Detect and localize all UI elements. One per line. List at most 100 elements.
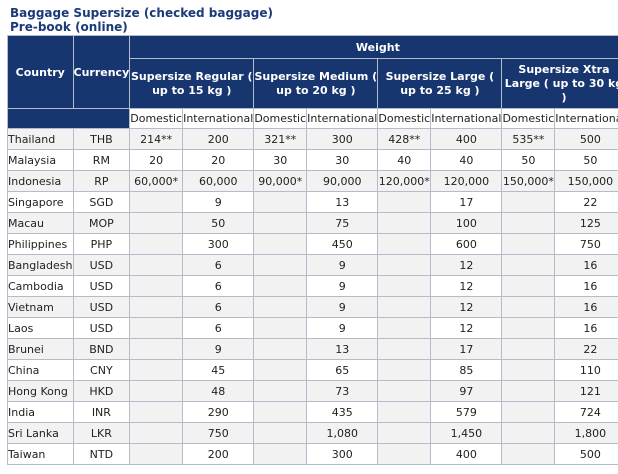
international-price-cell: 16 (554, 275, 618, 297)
international-price-cell: 12 (430, 275, 503, 297)
table-row: Hong Kong HKD 48 73 97 121 (7, 380, 618, 402)
header-domestic: Domestic (501, 108, 556, 129)
international-price-cell: 600 (430, 233, 503, 255)
domestic-price-cell (501, 380, 556, 402)
header-size-xtra-large: Supersize Xtra Large ( up to 30 kg ) (501, 58, 618, 109)
table-row: Vietnam USD 6 9 12 16 (7, 296, 618, 318)
domestic-price-cell (253, 338, 308, 360)
country-cell: Brunei (7, 338, 74, 360)
table-row: Cambodia USD 6 9 12 16 (7, 275, 618, 297)
domestic-price-cell: 150,000* (501, 170, 556, 192)
international-price-cell: 290 (182, 401, 255, 423)
domestic-price-cell (253, 422, 308, 444)
domestic-price-cell (253, 401, 308, 423)
header-domestic: Domestic (129, 108, 184, 129)
international-price-cell: 400 (430, 128, 503, 150)
domestic-price-cell: 20 (129, 149, 184, 171)
international-price-cell: 435 (306, 401, 379, 423)
table-row: Philippines PHP 300 450 600 750 (7, 233, 618, 255)
international-price-cell: 12 (430, 254, 503, 276)
domestic-price-cell (501, 443, 556, 465)
domestic-price-cell (253, 443, 308, 465)
international-price-cell: 579 (430, 401, 503, 423)
country-cell: Sri Lanka (7, 422, 74, 444)
domestic-price-cell (377, 359, 432, 381)
table-row: Thailand THB 214** 200 321** 300 428** 400 535**… (7, 128, 618, 150)
domestic-price-cell (129, 275, 184, 297)
international-price-cell: 13 (306, 338, 379, 360)
international-price-cell: 9 (182, 338, 255, 360)
domestic-price-cell (129, 380, 184, 402)
international-price-cell: 450 (306, 233, 379, 255)
domestic-price-cell (501, 401, 556, 423)
international-price-cell: 1,800 (554, 422, 618, 444)
international-price-cell: 13 (306, 191, 379, 213)
international-price-cell: 65 (306, 359, 379, 381)
domestic-price-cell (253, 212, 308, 234)
international-price-cell: 17 (430, 191, 503, 213)
domestic-price-cell (377, 443, 432, 465)
international-price-cell: 45 (182, 359, 255, 381)
country-cell: Taiwan (7, 443, 74, 465)
international-price-cell: 85 (430, 359, 503, 381)
international-price-cell: 20 (182, 149, 255, 171)
international-price-cell: 6 (182, 317, 255, 339)
international-price-cell: 750 (554, 233, 618, 255)
page-title: Baggage Supersize (checked baggage) (10, 6, 273, 20)
international-price-cell: 90,000 (306, 170, 379, 192)
domestic-price-cell: 535** (501, 128, 556, 150)
domestic-price-cell: 50 (501, 149, 556, 171)
international-price-cell: 22 (554, 338, 618, 360)
international-price-cell: 12 (430, 317, 503, 339)
domestic-price-cell: 321** (253, 128, 308, 150)
currency-cell: PHP (72, 233, 131, 255)
domestic-price-cell (377, 296, 432, 318)
domestic-price-cell (129, 296, 184, 318)
country-cell: Philippines (7, 233, 74, 255)
domestic-price-cell: 30 (253, 149, 308, 171)
international-price-cell: 16 (554, 254, 618, 276)
domestic-price-cell (501, 422, 556, 444)
country-cell: Singapore (7, 191, 74, 213)
table-row: Singapore SGD 9 13 17 22 (7, 191, 618, 213)
table-row: Sri Lanka LKR 750 1,080 1,450 1,800 (7, 422, 618, 444)
international-price-cell: 300 (182, 233, 255, 255)
international-price-cell: 400 (430, 443, 503, 465)
baggage-table: Country Currency Weight Supersize Regula… (6, 35, 618, 465)
international-price-cell: 30 (306, 149, 379, 171)
country-cell: Vietnam (7, 296, 74, 318)
table-row: Bangladesh USD 6 9 12 16 (7, 254, 618, 276)
domestic-price-cell (377, 401, 432, 423)
international-price-cell: 9 (306, 317, 379, 339)
international-price-cell: 17 (430, 338, 503, 360)
domestic-price-cell (377, 254, 432, 276)
header-size-large: Supersize Large ( up to 25 kg ) (377, 58, 503, 109)
international-price-cell: 16 (554, 317, 618, 339)
international-price-cell: 9 (306, 254, 379, 276)
country-cell: Macau (7, 212, 74, 234)
domestic-price-cell: 120,000* (377, 170, 432, 192)
domestic-price-cell (377, 191, 432, 213)
international-price-cell: 500 (554, 443, 618, 465)
domestic-price-cell (253, 233, 308, 255)
table-row: Macau MOP 50 75 100 125 (7, 212, 618, 234)
currency-cell: RP (72, 170, 131, 192)
currency-cell: LKR (72, 422, 131, 444)
international-price-cell: 500 (554, 128, 618, 150)
currency-cell: USD (72, 296, 131, 318)
domestic-price-cell (501, 275, 556, 297)
domestic-price-cell (501, 254, 556, 276)
international-price-cell: 97 (430, 380, 503, 402)
domestic-price-cell (253, 359, 308, 381)
currency-cell: HKD (72, 380, 131, 402)
table-row: China CNY 45 65 85 110 (7, 359, 618, 381)
domestic-price-cell (501, 338, 556, 360)
country-cell: Laos (7, 317, 74, 339)
international-price-cell: 120,000 (430, 170, 503, 192)
international-price-cell: 12 (430, 296, 503, 318)
header-size-medium: Supersize Medium ( up to 20 kg ) (253, 58, 379, 109)
domestic-price-cell (377, 317, 432, 339)
domestic-price-cell: 90,000* (253, 170, 308, 192)
domestic-price-cell (501, 233, 556, 255)
currency-cell: BND (72, 338, 131, 360)
